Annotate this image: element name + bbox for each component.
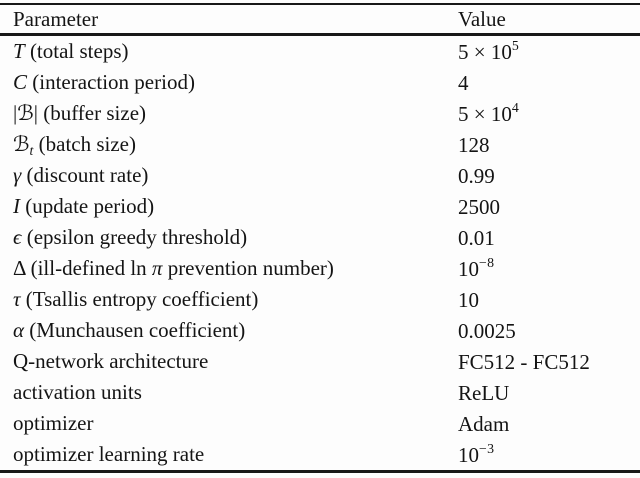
param-segment: (total steps)	[24, 39, 129, 63]
param-segment: activation units	[13, 380, 142, 404]
value-cell: 2500	[458, 195, 640, 218]
param-cell: |ℬ| (buffer size)	[0, 103, 458, 124]
table-row: τ (Tsallis entropy coefficient) 10	[0, 284, 640, 315]
value-cell: 128	[458, 133, 640, 156]
param-segment: ϵ	[13, 225, 22, 249]
param-segment: I	[13, 194, 20, 218]
value-cell: 4	[458, 71, 640, 94]
param-segment: (ill-defined ln	[25, 256, 152, 280]
value-cell: 10−8	[458, 255, 640, 281]
value-cell: 0.0025	[458, 319, 640, 342]
param-segment: Δ	[13, 256, 26, 280]
param-cell: ℬt (batch size)	[0, 132, 458, 158]
value-cell: Adam	[458, 412, 640, 435]
value-text: 10	[458, 257, 479, 281]
value-cell: FC512 - FC512	[458, 350, 640, 373]
value-exponent: 4	[511, 100, 520, 116]
param-segment: (Tsallis entropy coefficient)	[20, 287, 259, 311]
value-cell: 0.01	[458, 226, 640, 249]
table-row: optimizer Adam	[0, 408, 640, 439]
param-cell: C (interaction period)	[0, 72, 458, 93]
table-row: |ℬ| (buffer size) 5 × 104	[0, 98, 640, 129]
table-row: Δ (ill-defined ln π prevention number) 1…	[0, 253, 640, 284]
param-cell: γ (discount rate)	[0, 165, 458, 186]
param-segment: ℬ	[13, 132, 30, 156]
param-segment: (discount rate)	[21, 163, 149, 187]
param-cell: optimizer	[0, 413, 458, 434]
param-segment: (epsilon greedy threshold)	[21, 225, 248, 249]
param-segment: C	[13, 70, 28, 94]
header-parameter: Parameter	[13, 6, 99, 31]
value-exponent: 5	[511, 38, 520, 54]
value-text: 0.01	[458, 226, 495, 250]
param-segment: ℬ	[17, 101, 34, 125]
table-row: I (update period) 2500	[0, 191, 640, 222]
param-segment: (Munchausen coefficient)	[24, 318, 246, 342]
table-row: ϵ (epsilon greedy threshold) 0.01	[0, 222, 640, 253]
param-cell: α (Munchausen coefficient)	[0, 320, 458, 341]
param-cell: Q-network architecture	[0, 351, 458, 372]
param-cell: ϵ (epsilon greedy threshold)	[0, 227, 458, 248]
param-segment: γ	[13, 163, 22, 187]
value-cell: 0.99	[458, 164, 640, 187]
param-segment: (buffer size)	[37, 101, 147, 125]
param-segment: (batch size)	[33, 132, 136, 156]
param-cell: optimizer learning rate	[0, 444, 458, 465]
value-text: 4	[458, 71, 469, 95]
param-segment: optimizer	[13, 411, 94, 435]
value-text: 10	[458, 443, 479, 467]
param-segment: t	[29, 142, 34, 158]
table-row: ℬt (batch size) 128	[0, 129, 640, 160]
value-exponent: −8	[479, 255, 495, 271]
table-header-rule	[0, 33, 640, 36]
param-segment: optimizer learning rate	[13, 442, 205, 466]
table-header-row: Parameter Value	[0, 5, 640, 33]
value-cell: 10	[458, 288, 640, 311]
param-segment: T	[13, 39, 25, 63]
param-cell: Δ (ill-defined ln π prevention number)	[0, 258, 458, 279]
param-cell: T (total steps)	[0, 41, 458, 62]
table-row: α (Munchausen coefficient) 0.0025	[0, 315, 640, 346]
value-text: FC512 - FC512	[458, 350, 590, 374]
value-text: 2500	[458, 195, 500, 219]
value-text: 128	[458, 133, 490, 157]
param-segment: Q-network architecture	[13, 349, 209, 373]
param-segment: α	[13, 318, 25, 342]
param-cell: τ (Tsallis entropy coefficient)	[0, 289, 458, 310]
param-segment: (interaction period)	[27, 70, 195, 94]
header-value: Value	[458, 6, 506, 31]
value-cell: 10−3	[458, 441, 640, 467]
value-cell: 5 × 105	[458, 38, 640, 64]
table-top-rule	[0, 3, 640, 5]
table-row: T (total steps) 5 × 105	[0, 36, 640, 67]
table-row: C (interaction period) 4	[0, 67, 640, 98]
param-cell: activation units	[0, 382, 458, 403]
value-text: 5 × 10	[458, 102, 512, 126]
param-segment: π	[151, 256, 163, 280]
param-segment: prevention number)	[162, 256, 334, 280]
param-segment: |	[13, 101, 18, 125]
value-text: 0.0025	[458, 319, 516, 343]
param-segment: τ	[13, 287, 21, 311]
value-cell: ReLU	[458, 381, 640, 404]
value-text: Adam	[458, 412, 510, 436]
value-exponent: −3	[479, 441, 495, 457]
param-segment: |	[33, 101, 38, 125]
value-cell: 5 × 104	[458, 100, 640, 126]
table-row: activation units ReLU	[0, 377, 640, 408]
table-row: γ (discount rate) 0.99	[0, 160, 640, 191]
table-bottom-rule	[0, 470, 640, 473]
value-text: 10	[458, 288, 479, 312]
table-row: optimizer learning rate 10−3	[0, 439, 640, 470]
param-segment: (update period)	[20, 194, 155, 218]
param-cell: I (update period)	[0, 196, 458, 217]
value-text: 5 × 10	[458, 40, 512, 64]
value-text: 0.99	[458, 164, 495, 188]
table-row: Q-network architecture FC512 - FC512	[0, 346, 640, 377]
value-text: ReLU	[458, 381, 510, 405]
